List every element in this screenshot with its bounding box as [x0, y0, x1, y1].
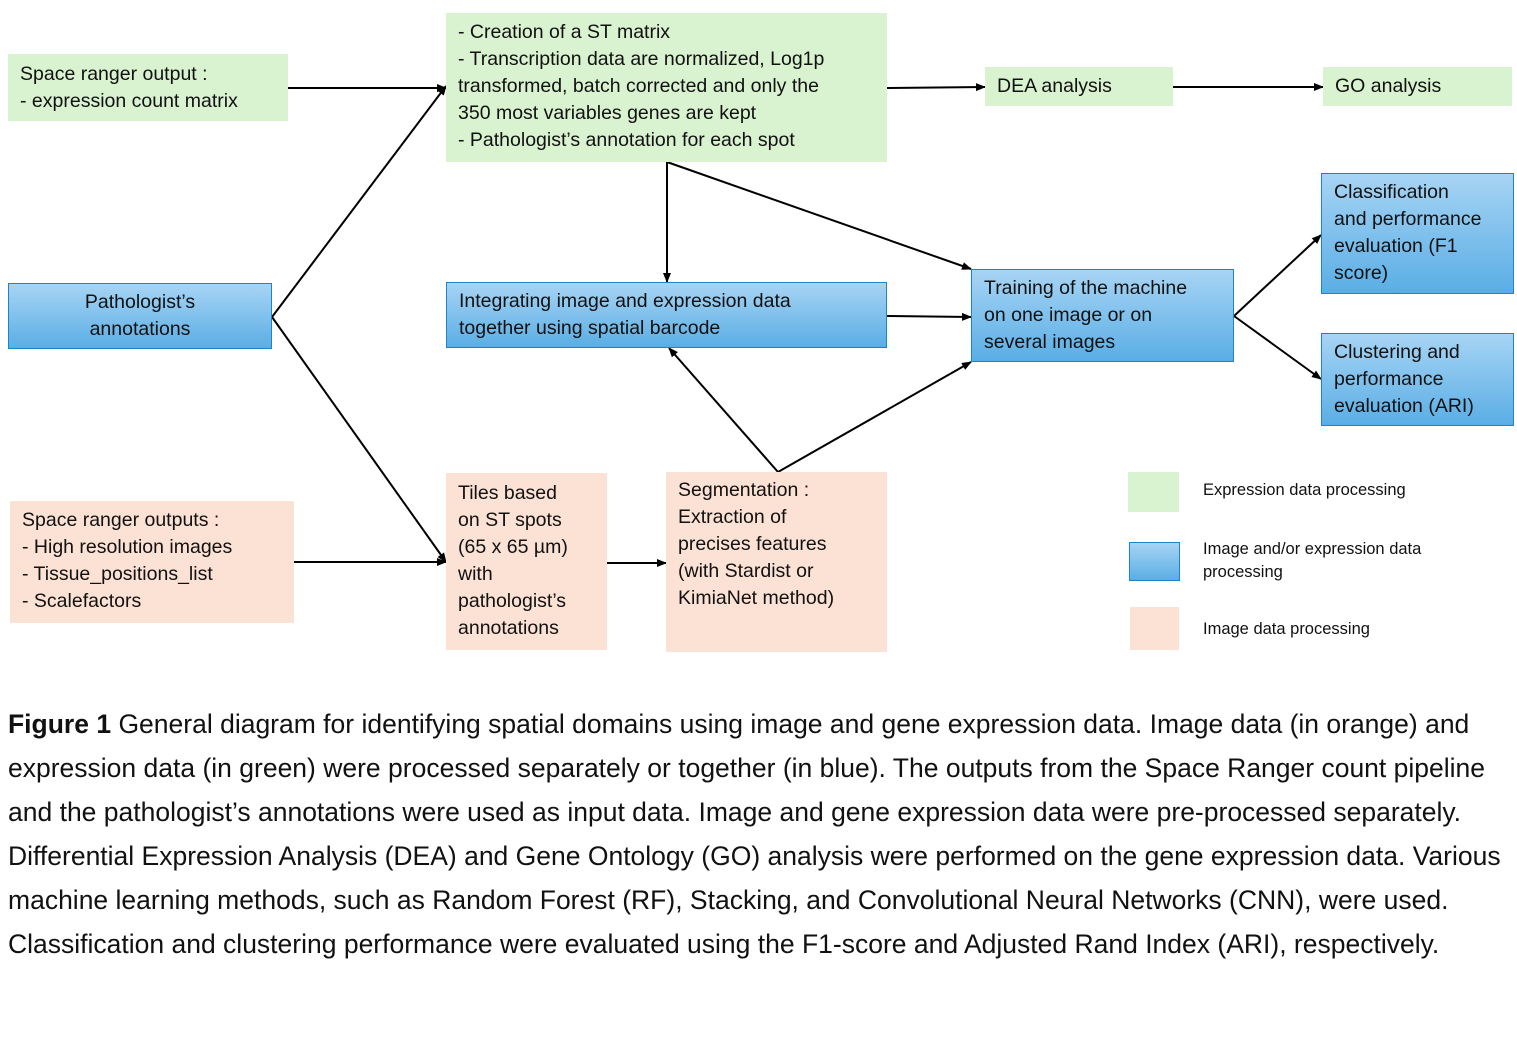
figure-caption: Figure 1 General diagram for identifying… — [8, 702, 1513, 966]
node-line: several images — [984, 331, 1116, 353]
node-line: Classification — [1334, 181, 1449, 203]
node-line: Extraction of — [678, 506, 787, 528]
node-line: score) — [1334, 262, 1389, 284]
arrow-stmatrix-to-dea — [886, 83, 986, 92]
node-tiles: Tiles based on ST spots (65 x 65 µm) wit… — [446, 473, 607, 650]
legend-label-expression: Expression data processing — [1203, 479, 1406, 502]
node-line: together using spatial barcode — [459, 317, 721, 339]
node-st-matrix: - Creation of a ST matrix - Transcriptio… — [446, 13, 887, 162]
node-segmentation: Segmentation : Extraction of precises fe… — [666, 472, 887, 652]
node-line: performance — [1334, 368, 1444, 390]
node-space-ranger-output: Space ranger output : - expression count… — [8, 54, 288, 121]
node-line: - Scalefactors — [22, 590, 142, 612]
node-line: on ST spots — [458, 509, 562, 531]
node-line: annotations — [89, 318, 191, 340]
node-training: Training of the machine on one image or … — [971, 269, 1234, 362]
node-line: evaluation (ARI) — [1334, 395, 1474, 417]
node-line: GO analysis — [1335, 75, 1442, 97]
node-line: evaluation (F1 — [1334, 235, 1458, 257]
node-line: annotations — [458, 617, 559, 639]
arrow-layer — [271, 83, 1324, 567]
arrow-training-to-classification — [1233, 234, 1322, 317]
node-line: DEA analysis — [997, 75, 1112, 97]
arrow-pathologist-to-tiles — [271, 316, 447, 563]
node-line: Training of the machine — [984, 277, 1188, 299]
legend-label-image-and-expression: Image and/or expression data processing — [1203, 538, 1421, 584]
node-line: (with Stardist or — [678, 560, 814, 582]
node-dea-analysis: DEA analysis — [985, 67, 1173, 106]
arrow-stmatrix-to-training — [666, 161, 972, 270]
legend-swatch-image-and-expression — [1129, 542, 1180, 581]
node-line: - Transcription data are normalized, Log… — [458, 48, 825, 70]
node-line: Tiles based — [458, 482, 557, 504]
node-line: with — [458, 563, 493, 585]
node-clustering: Clustering and performance evaluation (A… — [1321, 333, 1514, 426]
node-pathologist-annotations: Pathologist’s annotations — [8, 283, 272, 349]
legend-line: processing — [1203, 563, 1283, 581]
legend-line: Expression data processing — [1203, 481, 1406, 499]
legend-label-image: Image data processing — [1203, 618, 1370, 641]
node-line: pathologist’s — [458, 590, 567, 612]
node-line: on one image or on — [984, 304, 1153, 326]
node-integrating: Integrating image and expression data to… — [446, 282, 887, 348]
node-line: Space ranger outputs : — [22, 509, 220, 531]
legend-line: Image and/or expression data — [1203, 540, 1422, 558]
node-line: Space ranger output : — [20, 63, 208, 85]
arrow-segmentation-to-integrating — [668, 347, 779, 473]
node-line: precises features — [678, 533, 827, 555]
legend-swatch-image — [1130, 607, 1179, 650]
caption-label: Figure 1 — [8, 709, 112, 739]
arrow-segmentation-to-training — [777, 361, 972, 473]
node-classification: Classification and performance evaluatio… — [1321, 173, 1514, 294]
arrow-integrating-to-training — [886, 312, 972, 321]
node-line: and performance — [1334, 208, 1482, 230]
node-line: Pathologist’s — [84, 291, 196, 313]
node-go-analysis: GO analysis — [1323, 67, 1512, 106]
node-line: Integrating image and expression data — [459, 290, 791, 312]
legend-swatch-expression — [1128, 472, 1179, 512]
legend-line: Image data processing — [1203, 620, 1370, 638]
node-space-ranger-outputs: Space ranger outputs : - High resolution… — [10, 501, 294, 623]
caption-text: General diagram for identifying spatial … — [8, 709, 1501, 959]
node-line: - expression count matrix — [20, 90, 238, 112]
arrow-training-to-clustering — [1233, 315, 1322, 380]
node-line: Segmentation : — [678, 479, 810, 501]
node-line: KimiaNet method) — [678, 587, 835, 609]
node-line: transformed, batch corrected and only th… — [458, 75, 819, 97]
node-line: - High resolution images — [22, 536, 233, 558]
node-line: - Pathologist’s annotation for each spot — [458, 129, 795, 151]
node-line: 350 most variables genes are kept — [458, 102, 757, 124]
node-line: (65 x 65 µm) — [458, 536, 568, 558]
node-line: Clustering and — [1334, 341, 1460, 363]
node-line: - Tissue_positions_list — [22, 563, 213, 585]
node-line: - Creation of a ST matrix — [458, 21, 671, 43]
arrow-pathologist-to-stmatrix — [271, 85, 447, 318]
